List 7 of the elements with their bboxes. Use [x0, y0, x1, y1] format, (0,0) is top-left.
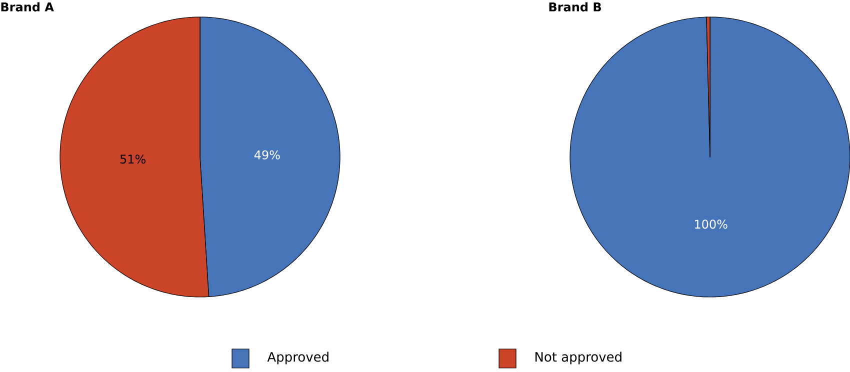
data-label: 100%: [695, 220, 728, 229]
legend-label: Approved: [267, 352, 328, 364]
chart-title: Brand B: [549, 2, 601, 12]
data-label: 51%: [120, 154, 146, 164]
chart-title: Brand A: [1, 2, 54, 12]
data-label: 49%: [254, 150, 280, 160]
legend-label: Not approved: [535, 352, 622, 364]
